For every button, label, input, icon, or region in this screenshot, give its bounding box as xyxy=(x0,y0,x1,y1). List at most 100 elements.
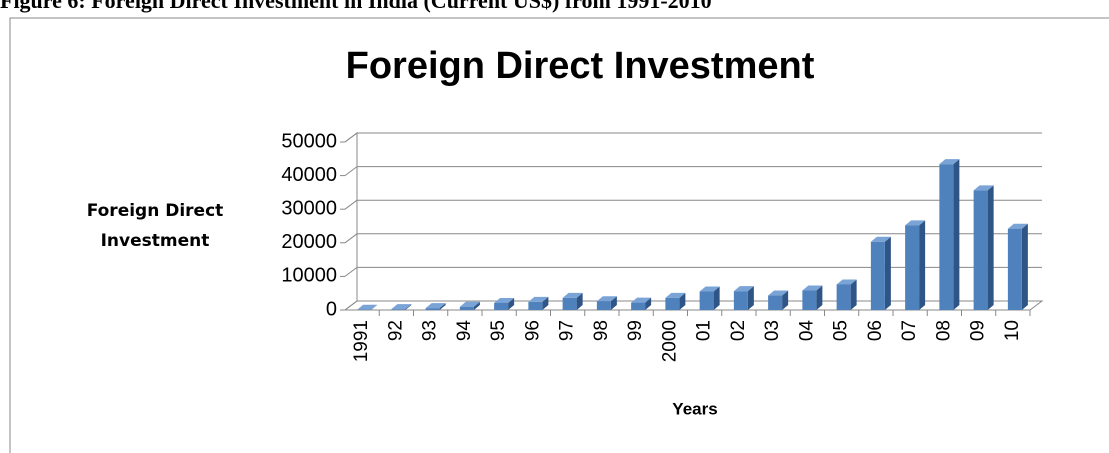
chart-title: Foreign Direct Investment xyxy=(346,45,815,87)
bar xyxy=(631,302,646,310)
bar-side xyxy=(645,297,652,310)
bar-side xyxy=(987,185,994,310)
bar xyxy=(802,290,817,310)
y-tick-label: 10000 xyxy=(281,265,337,287)
bar-top xyxy=(425,303,446,309)
bar-side xyxy=(610,296,617,310)
bar-top xyxy=(528,296,549,302)
bar-top xyxy=(870,236,891,242)
y-axis-label: Foreign Direct Investment xyxy=(86,201,224,251)
bar xyxy=(973,190,988,310)
bar-top xyxy=(562,292,583,298)
bar-top xyxy=(973,185,994,191)
x-tick-label: 03 xyxy=(762,320,783,341)
bar-top xyxy=(768,290,789,296)
bar xyxy=(733,291,748,310)
bar-top xyxy=(939,159,960,165)
bar-side xyxy=(713,286,720,310)
bar-top xyxy=(699,286,720,292)
bar-side xyxy=(782,290,789,310)
bar-side xyxy=(747,286,754,310)
bar-top xyxy=(905,220,926,226)
bar-top xyxy=(733,286,754,292)
bar-top xyxy=(391,304,412,310)
bar-top xyxy=(631,297,652,303)
bar-top xyxy=(596,296,617,302)
x-tick-label: 95 xyxy=(488,320,509,341)
side-wall xyxy=(344,132,358,311)
bar xyxy=(905,225,920,310)
x-tick-label: 1991 xyxy=(351,320,372,362)
x-tick-label: 01 xyxy=(694,320,715,341)
grid-line xyxy=(344,266,358,277)
x-tick-label: 05 xyxy=(831,320,852,341)
bar-side xyxy=(850,279,857,310)
bar-side xyxy=(1021,223,1028,310)
bar xyxy=(699,291,714,310)
bar-side xyxy=(405,304,412,310)
grid-line xyxy=(344,300,358,311)
bar xyxy=(836,284,851,310)
bar-top xyxy=(494,297,515,303)
bar-side xyxy=(816,285,823,310)
bar xyxy=(528,301,543,310)
x-tick-label: 08 xyxy=(933,320,954,341)
bar-side xyxy=(576,292,583,310)
bar-side xyxy=(953,159,960,310)
x-tick-label: 93 xyxy=(420,320,441,341)
y-tick-label: 0 xyxy=(326,298,337,320)
bar-top xyxy=(459,301,480,307)
bar-top xyxy=(357,304,378,310)
x-tick-label: 96 xyxy=(522,320,543,341)
grid-line xyxy=(344,132,358,143)
bar xyxy=(870,241,885,310)
y-tick-label: 40000 xyxy=(281,164,337,186)
bar-side xyxy=(679,292,686,310)
bar-top xyxy=(802,285,823,291)
grid-line xyxy=(344,166,358,177)
x-tick-label: 94 xyxy=(454,320,475,342)
x-tick-label: 92 xyxy=(385,320,406,341)
bar xyxy=(459,306,474,310)
bar xyxy=(1007,228,1022,310)
chart-border xyxy=(9,17,1109,453)
floor xyxy=(345,300,1044,311)
bar-side xyxy=(371,304,378,310)
x-tick-label: 2000 xyxy=(659,320,680,362)
x-tick-label: 97 xyxy=(557,320,578,341)
x-tick-label: 09 xyxy=(968,320,989,341)
bar xyxy=(665,297,680,310)
x-tick-label: 99 xyxy=(625,320,646,341)
y-tick-label: 50000 xyxy=(281,130,337,152)
bar-side xyxy=(439,303,446,310)
bar-side xyxy=(884,236,891,310)
x-tick-label: 10 xyxy=(1002,320,1023,341)
bar xyxy=(562,297,577,310)
caption: Figure 6: Foreign Direct Investment in I… xyxy=(0,0,712,13)
x-tick-label: 07 xyxy=(899,320,920,341)
grid-line xyxy=(344,233,358,244)
x-tick-label: 02 xyxy=(728,320,749,341)
bar-top xyxy=(836,279,857,285)
bar-side xyxy=(542,296,549,310)
bar xyxy=(425,308,440,310)
bar-side xyxy=(508,297,515,310)
x-tick-label: 06 xyxy=(865,320,886,341)
x-axis-label: Years xyxy=(672,399,717,418)
bar xyxy=(391,309,406,310)
bar-top xyxy=(1007,223,1028,229)
bar xyxy=(596,301,611,310)
x-tick-label: 98 xyxy=(591,320,612,341)
bar xyxy=(768,295,783,310)
bar-side xyxy=(919,220,926,310)
bar xyxy=(494,302,509,310)
y-tick-label: 30000 xyxy=(281,197,337,219)
x-tick-label: 04 xyxy=(796,320,817,342)
grid-line xyxy=(344,199,358,210)
bar-top xyxy=(665,292,686,298)
y-tick-label: 20000 xyxy=(281,231,337,253)
bar-side xyxy=(473,301,480,310)
bar xyxy=(939,164,954,310)
